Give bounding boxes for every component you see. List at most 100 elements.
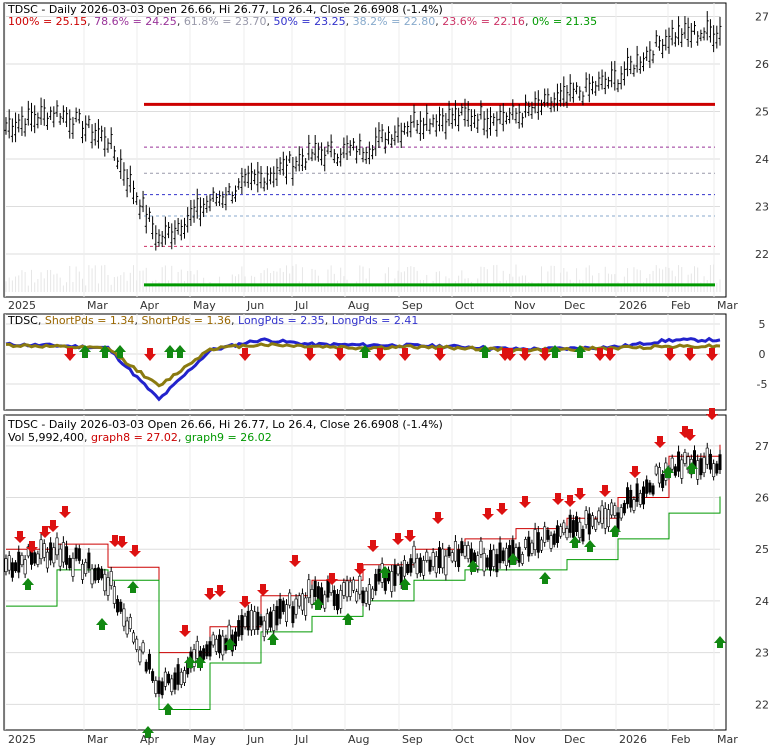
panel3-price-candle xyxy=(584,510,588,525)
panel3-signal-arrows xyxy=(14,408,726,738)
panel3-price-candle xyxy=(55,537,59,556)
panel3-y-tick-label: 22 xyxy=(755,698,769,711)
panel3-price-candle xyxy=(680,459,684,479)
panel3-price-candle xyxy=(39,539,43,560)
panel3-price-candle xyxy=(26,546,30,557)
panel3-x-tick-label: 2025 xyxy=(8,733,36,745)
panel3-price-candle xyxy=(103,573,107,592)
panel3-buy-arrow xyxy=(467,560,479,572)
panel3-price-candle xyxy=(313,580,317,597)
panel2-buy-arrow xyxy=(549,345,561,358)
panel3-legend-volume: Vol 5,992,400 xyxy=(8,431,84,444)
fib-legend-0: 0% = 21.35 xyxy=(532,15,597,28)
panel3-price-candle xyxy=(135,638,139,650)
panel2-frame xyxy=(3,313,727,411)
panel3-price-candle xyxy=(539,539,543,551)
panel3-price-candle xyxy=(498,542,502,564)
panel3-price-candle xyxy=(418,557,422,573)
panel3-price-candle xyxy=(511,539,515,555)
panel2-y-axis: 5 0 -5 xyxy=(757,318,768,391)
panel3-price-candle xyxy=(629,489,633,508)
panel3-price-candle xyxy=(520,554,524,564)
panel3-price-candle xyxy=(214,638,218,652)
panel3-price-candle xyxy=(310,589,314,605)
panel3-price-candle xyxy=(524,539,528,549)
panel3-price-candle xyxy=(119,601,123,612)
panel3-price-candle xyxy=(71,557,75,577)
panel3-price-candle xyxy=(437,547,441,569)
panel3-price-candle xyxy=(291,606,295,624)
panel3-buy-arrow xyxy=(342,613,354,625)
panel3-price-candle xyxy=(686,456,690,471)
panel3-price-candle xyxy=(699,458,703,476)
short-long-periods-panel: 5 0 -5 TDSC, ShortPds = 1.34, ShortPds = 1… xyxy=(3,313,768,411)
panel3-price-candle xyxy=(613,505,617,516)
panel3-price-candle xyxy=(342,582,346,596)
panel3-sell-arrow xyxy=(59,506,71,518)
panel3-price-candle xyxy=(444,555,448,576)
panel3-x-tick-label: Jul xyxy=(294,733,308,745)
panel3-price-candle xyxy=(218,634,222,654)
panel3-price-candle xyxy=(364,590,368,604)
panel3-price-candle xyxy=(562,522,566,533)
panel3-price-candle xyxy=(610,502,614,516)
panel3-price-candle xyxy=(65,546,69,565)
panel2-legend-ticker: TDSC xyxy=(7,314,38,327)
panel2-sell-arrow xyxy=(399,348,411,361)
panel3-price-candle xyxy=(160,681,164,696)
panel3-price-candle xyxy=(147,653,151,670)
panel3-y-tick-label: 25 xyxy=(755,543,769,556)
panel3-price-candle xyxy=(648,482,652,493)
panel3-frame xyxy=(3,414,727,731)
panel2-legend-shortpds-1: ShortPds = 1.34 xyxy=(45,314,135,327)
panel3-price-candle xyxy=(482,553,486,572)
panel3-price-candle xyxy=(447,547,451,557)
panel3-price-candle xyxy=(517,546,521,563)
panel3-price-candle xyxy=(58,548,62,567)
panel2-sell-arrow xyxy=(664,348,676,361)
panel3-sell-arrow xyxy=(14,531,26,543)
panel2-legend-shortpds-2: ShortPds = 1.36 xyxy=(141,314,231,327)
panel3-price-candle xyxy=(530,542,534,554)
panel3-buy-arrow xyxy=(686,462,698,474)
panel3-price-candle xyxy=(202,648,206,660)
panel3-price-candle xyxy=(116,599,120,613)
panel2-y-tick-label: 5 xyxy=(759,318,766,331)
panel3-price-candle xyxy=(93,567,97,581)
panel3-price-candle xyxy=(49,542,53,561)
panel2-buy-arrow xyxy=(574,345,586,358)
panel3-price-candle xyxy=(638,493,642,505)
panel3-sell-arrow xyxy=(354,563,366,575)
panel3-price-candle xyxy=(42,543,46,558)
panel1-x-tick-label: Apr xyxy=(140,299,160,312)
panel2-sell-arrow xyxy=(374,348,386,361)
panel1-title: TDSC - Daily 2026-03-03 Open 26.66, Hi 2… xyxy=(7,3,443,16)
panel3-price-candle xyxy=(606,509,610,528)
fib-legend-50: 50% = 23.25 xyxy=(273,15,345,28)
panel3-price-candle xyxy=(173,672,177,690)
panel2-sell-arrow xyxy=(239,348,251,361)
panel3-price-candle xyxy=(546,529,550,540)
panel3-sell-arrow xyxy=(629,466,641,478)
panel3-price-candle xyxy=(702,457,706,474)
panel2-sell-arrow xyxy=(539,348,551,361)
panel1-x-tick-label: May xyxy=(193,299,216,312)
panel3-price-candle xyxy=(383,576,387,591)
panel3-price-candle xyxy=(565,528,569,539)
panel3-price-candle xyxy=(434,556,438,574)
panel3-price-candle xyxy=(128,617,132,630)
panel3-price-candle xyxy=(619,507,623,519)
panel3-price-candle xyxy=(632,499,636,511)
panel3-price-candle xyxy=(622,502,626,514)
panel3-price-candle xyxy=(358,575,362,595)
panel1-title-rest: - Daily 2026-03-03 Open 26.66, Hi 26.77,… xyxy=(38,3,443,16)
panel3-x-axis: 2025 Mar Apr May Jun Jul Aug Sep Oct Nov Dec 2026 Fe… xyxy=(8,733,738,746)
panel2-buy-arrow xyxy=(99,345,111,358)
panel3-x-tick-label: May xyxy=(193,733,216,745)
panel3-price-candle xyxy=(431,552,435,567)
panel1-x-tick-label: 2026 xyxy=(619,299,647,312)
panel3-price-candle xyxy=(348,581,352,597)
panel3-price-candle xyxy=(96,567,100,581)
panel3-sell-arrow xyxy=(367,540,379,552)
panel3-buy-arrow xyxy=(312,598,324,610)
